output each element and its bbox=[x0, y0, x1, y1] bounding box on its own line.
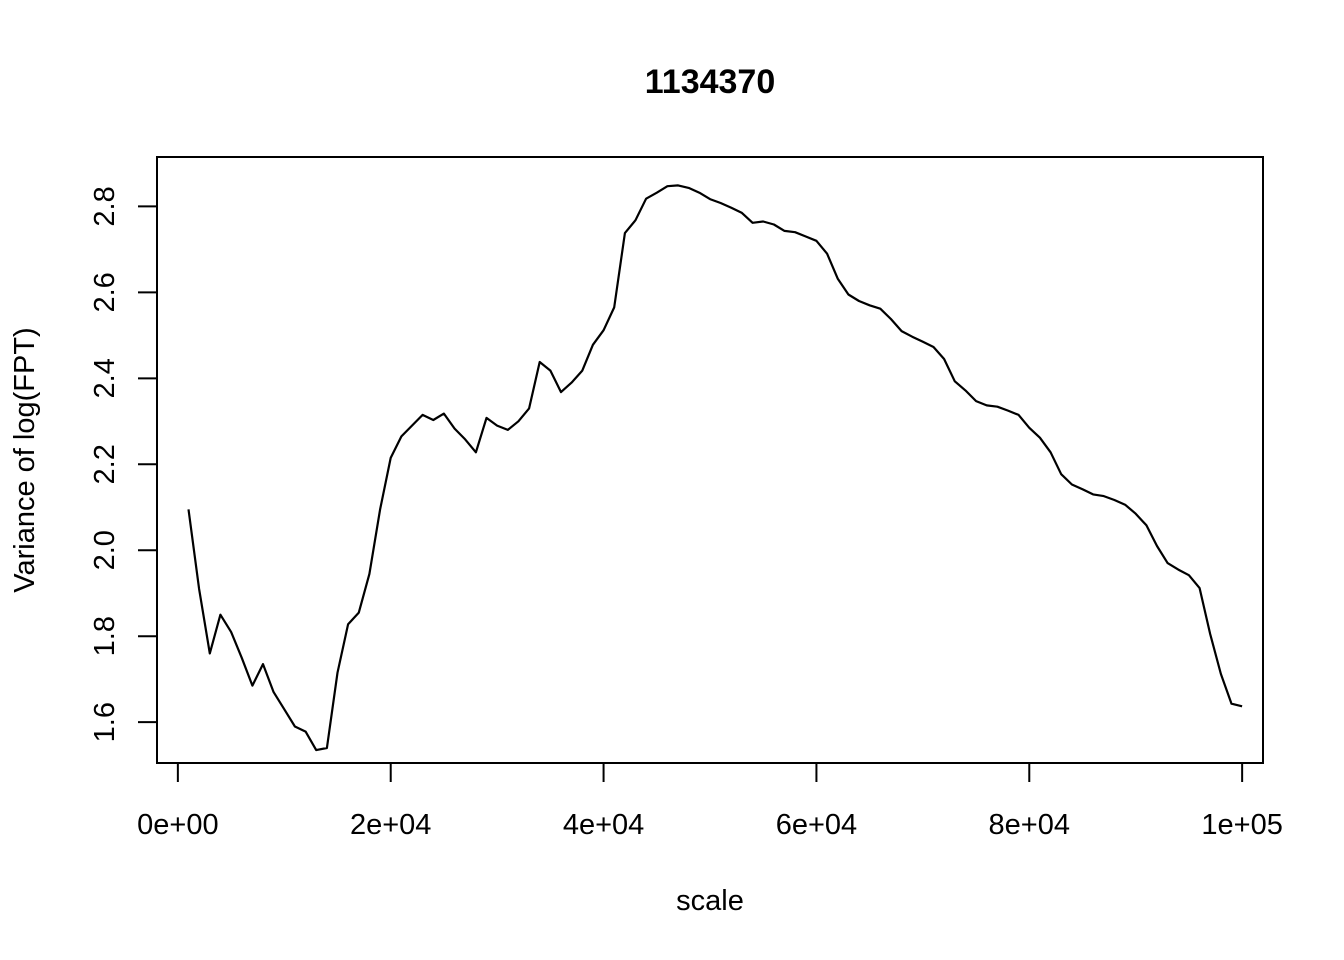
y-tick-label: 2.6 bbox=[89, 272, 121, 312]
x-tick-label: 0e+00 bbox=[137, 809, 218, 841]
series-layer bbox=[187, 184, 1243, 752]
x-tick-label: 4e+04 bbox=[563, 809, 644, 841]
y-tick-label: 2.2 bbox=[89, 444, 121, 484]
series-line bbox=[187, 184, 1243, 752]
x-tick-label: 1e+05 bbox=[1201, 809, 1282, 841]
y-tick-label: 1.8 bbox=[89, 616, 121, 656]
x-tick-label: 6e+04 bbox=[776, 809, 857, 841]
y-tick-label: 2.8 bbox=[89, 186, 121, 226]
x-tick-label: 8e+04 bbox=[989, 809, 1070, 841]
y-axis-label: Variance of log(FPT) bbox=[9, 327, 41, 592]
x-axis-label: scale bbox=[676, 885, 744, 917]
x-tick-label: 2e+04 bbox=[350, 809, 431, 841]
y-tick-label: 2.4 bbox=[89, 358, 121, 398]
chart-title: 1134370 bbox=[645, 63, 776, 101]
x-axis: 0e+00 2e+04 4e+04 6e+04 8e+04 1e+05 bbox=[137, 762, 1283, 841]
y-tick-label: 1.6 bbox=[89, 702, 121, 742]
y-tick-label: 2.0 bbox=[89, 530, 121, 570]
plot-frame bbox=[156, 156, 1264, 764]
y-axis: 1.6 1.8 2.0 2.2 2.4 2.6 2.8 bbox=[89, 186, 158, 742]
